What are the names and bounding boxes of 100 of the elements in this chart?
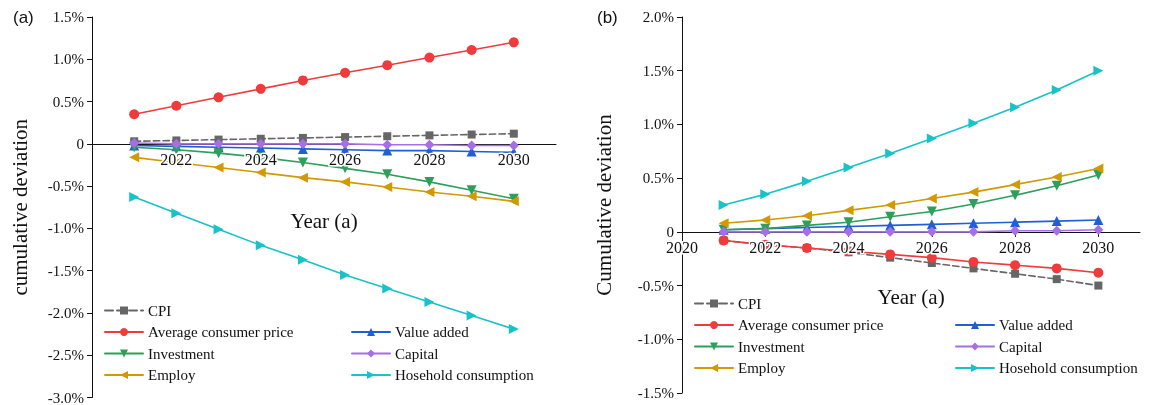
point [508, 140, 519, 151]
y-tick-label: 0 [76, 135, 84, 152]
point [885, 200, 896, 210]
point [1093, 65, 1104, 76]
point [171, 100, 182, 111]
y-tick-label: 1.0% [52, 51, 84, 68]
point [425, 131, 434, 140]
x-axis-title: Year (a) [290, 208, 358, 233]
point [968, 198, 979, 209]
point [255, 240, 266, 251]
point [760, 215, 771, 226]
point [213, 138, 224, 149]
point [1051, 225, 1062, 236]
y-tick-label: 1.5% [52, 9, 84, 25]
point [509, 129, 518, 138]
legend-label: Hosehold consumption [999, 360, 1139, 376]
y-tick-label: -2.5% [47, 347, 84, 364]
point [382, 139, 393, 150]
point [466, 44, 477, 55]
point [1052, 275, 1061, 284]
point [843, 205, 854, 216]
point [843, 226, 854, 237]
point [1051, 180, 1062, 191]
point [1010, 217, 1021, 228]
y-tick-label: -3.0% [47, 389, 84, 405]
x-tick-label: 2030 [1082, 239, 1115, 257]
y-tick-label: -1.5% [47, 262, 84, 279]
point [129, 152, 140, 163]
point [340, 67, 351, 78]
point [340, 138, 351, 149]
y-tick-label: -1.0% [637, 331, 674, 348]
point [718, 200, 729, 210]
point [508, 37, 519, 48]
point [885, 211, 896, 222]
point [801, 226, 812, 237]
y-axis-title: cumulative deviation [7, 118, 32, 296]
point [926, 193, 937, 204]
y-tick-label: 2.0% [642, 9, 674, 25]
point [213, 148, 224, 159]
point [297, 138, 308, 149]
point [213, 224, 224, 235]
point [1010, 102, 1021, 113]
y-tick-label: -0.5% [637, 277, 674, 294]
legend-label: Average consumer price [738, 317, 884, 333]
legend-label: CPI [738, 295, 762, 312]
point [1010, 190, 1021, 201]
point [297, 157, 308, 168]
point [1051, 85, 1062, 96]
point [1094, 281, 1103, 290]
legend-label: Capital [999, 338, 1043, 355]
point [1093, 163, 1104, 174]
point [213, 162, 224, 173]
point [760, 189, 771, 200]
point [424, 52, 435, 63]
x-tick-label: 2026 [915, 239, 948, 257]
point [801, 176, 812, 187]
y-tick-label: 0.5% [52, 93, 84, 110]
point [171, 208, 182, 219]
point [968, 118, 979, 129]
point [297, 172, 308, 183]
point [843, 162, 854, 173]
point [718, 218, 729, 229]
point [255, 167, 266, 178]
point [382, 169, 393, 180]
point [968, 218, 979, 229]
point [1011, 269, 1020, 278]
point [382, 283, 393, 294]
point [424, 187, 435, 198]
point [885, 226, 896, 237]
legend-label: Hosehold consumption [395, 367, 535, 383]
legend-label: CPI [148, 302, 172, 319]
y-tick-label: -1.0% [47, 220, 84, 237]
point [129, 109, 140, 120]
x-tick-label: 2030 [497, 151, 530, 169]
point [1093, 267, 1104, 278]
legend-label: Value added [395, 324, 470, 340]
point [1010, 260, 1021, 271]
point [467, 130, 476, 139]
legend-label: Value added [999, 317, 1074, 333]
point [843, 217, 854, 228]
legend-label: Capital [395, 345, 439, 362]
point [968, 256, 979, 267]
point [297, 75, 308, 86]
point [1010, 225, 1021, 236]
point [926, 226, 937, 237]
point [1010, 179, 1021, 190]
point [424, 176, 435, 187]
point [466, 310, 477, 321]
legend-label: Employ [148, 367, 196, 383]
point [255, 138, 266, 149]
point [340, 176, 351, 187]
point [297, 254, 308, 265]
point [340, 269, 351, 280]
point [508, 324, 519, 335]
point [213, 92, 224, 103]
point [382, 181, 393, 192]
point [968, 187, 979, 198]
point [341, 133, 350, 142]
point [1093, 215, 1104, 226]
y-tick-label: -1.5% [637, 385, 674, 401]
